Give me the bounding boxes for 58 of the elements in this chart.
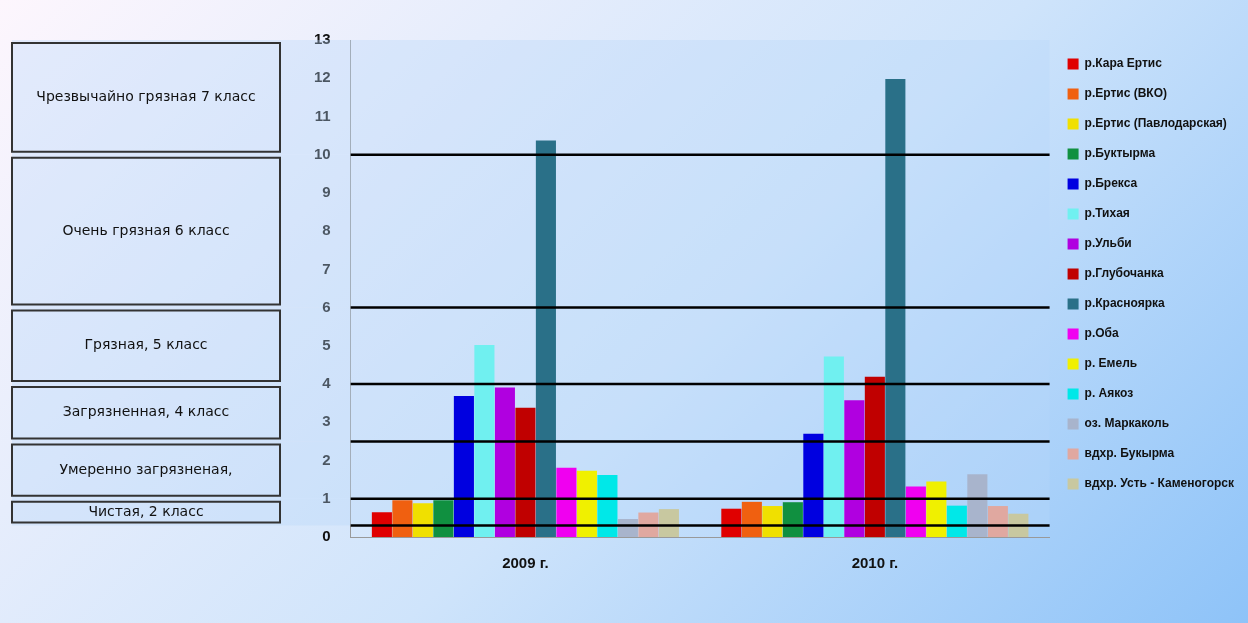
bar (453, 395, 474, 537)
legend-label: р.Глубочанка (1084, 266, 1164, 281)
band-label: Очень грязная 6 класс (62, 221, 230, 238)
y-tick-label: 2 (322, 450, 331, 468)
y-tick-label: 5 (322, 335, 331, 353)
legend-label: р.Тихая (1084, 206, 1130, 221)
legend-label: р. Емель (1084, 356, 1138, 371)
legend-label: р.Ертис (ВКО) (1084, 86, 1167, 101)
y-tick-label: 7 (322, 259, 331, 277)
bar (433, 500, 454, 537)
bar (864, 376, 885, 537)
bar (844, 400, 865, 537)
band-label: Чистая, 2 класс (88, 502, 204, 519)
legend-label: р.Кара Ертис (1084, 56, 1163, 71)
legend-label: р.Ульби (1084, 236, 1132, 251)
band-label: Умеренно загрязненая, (59, 460, 233, 477)
bar (741, 501, 762, 537)
bar (474, 345, 495, 537)
y-tick-label: 10 (314, 144, 331, 162)
y-tick-label: 0 (322, 527, 331, 545)
bar (762, 506, 783, 537)
x-tick-label: 2009 г. (502, 554, 549, 572)
band-label: Чрезвычайно грязная 7 класс (36, 87, 256, 104)
y-tick-label: 3 (322, 412, 331, 430)
bar (987, 506, 1008, 537)
bar (782, 502, 803, 537)
bar (556, 467, 577, 537)
bar (412, 503, 433, 537)
bar (823, 356, 844, 537)
y-tick-label: 8 (322, 221, 331, 239)
bar (803, 433, 824, 537)
bar (597, 475, 618, 537)
y-tick-label: 13 (314, 30, 331, 48)
legend-label: р.Ертис (Павлодарская) (1084, 116, 1227, 131)
bar (967, 474, 988, 537)
y-tick-label: 6 (322, 297, 331, 315)
legend-label: р.Буктырма (1084, 146, 1156, 161)
band-label: Загрязненная, 4 класс (62, 403, 230, 420)
bar (515, 407, 536, 537)
bar (535, 140, 556, 537)
y-tick-label: 1 (322, 488, 331, 506)
bar (926, 481, 947, 537)
y-tick-label: 4 (322, 374, 332, 392)
legend-label: вдхр. Усть - Каменогорск (1084, 476, 1235, 491)
bar (885, 79, 906, 537)
legend-label: р.Красноярка (1084, 296, 1165, 311)
y-tick-label: 12 (314, 68, 331, 86)
legend-label: оз. Маркаколь (1084, 416, 1170, 431)
y-tick-label: 11 (314, 106, 331, 124)
y-tick-label: 9 (322, 183, 331, 201)
legend-label: р. Аякоз (1084, 386, 1134, 401)
legend-label: р.Оба (1084, 326, 1119, 341)
x-tick-label: 2010 г. (851, 554, 899, 572)
band-label: Грязная, 5 класс (84, 336, 208, 353)
legend-label: р.Брекса (1084, 176, 1138, 191)
bar (392, 500, 413, 537)
bar (494, 387, 515, 537)
legend-label: вдхр. Букырма (1084, 446, 1175, 461)
